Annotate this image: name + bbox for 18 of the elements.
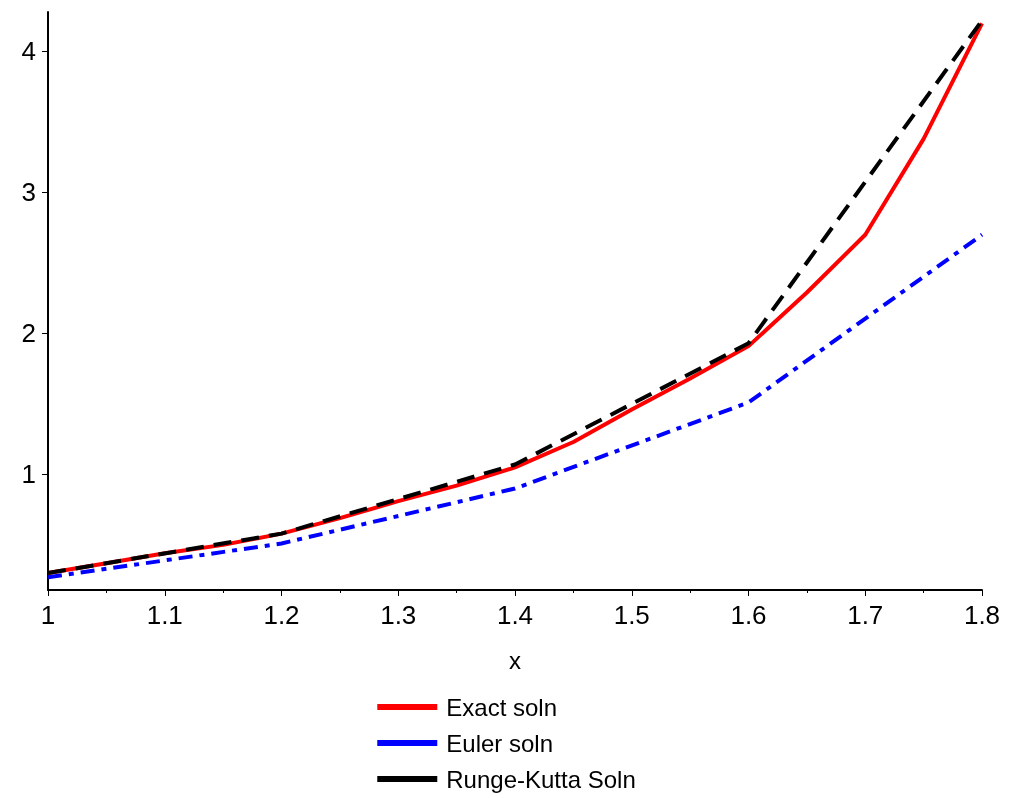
legend-label: Euler soln <box>446 729 554 757</box>
x-tick-label: 1 <box>40 600 56 630</box>
legend-label: Exact soln <box>446 693 557 721</box>
x-tick-label: 1.3 <box>380 600 417 630</box>
x-tick-label: 1.6 <box>730 600 767 630</box>
y-tick-label: 4 <box>21 36 36 67</box>
y-tick-label: 3 <box>21 177 36 208</box>
y-tick-label: 1 <box>21 459 36 490</box>
x-tick-label: 1.7 <box>847 600 884 630</box>
legend-label: Runge-Kutta Soln <box>446 765 636 793</box>
y-tick-label: 2 <box>21 318 36 349</box>
x-axis-title: x <box>509 646 521 674</box>
line-series <box>46 232 984 580</box>
x-tick-label: 1.8 <box>963 600 1001 630</box>
x-tick-label: 1.2 <box>263 600 300 630</box>
x-tick-label: 1.1 <box>146 600 183 630</box>
x-tick-label: 1.4 <box>496 600 534 630</box>
x-tick-label: 1.5 <box>613 600 650 630</box>
